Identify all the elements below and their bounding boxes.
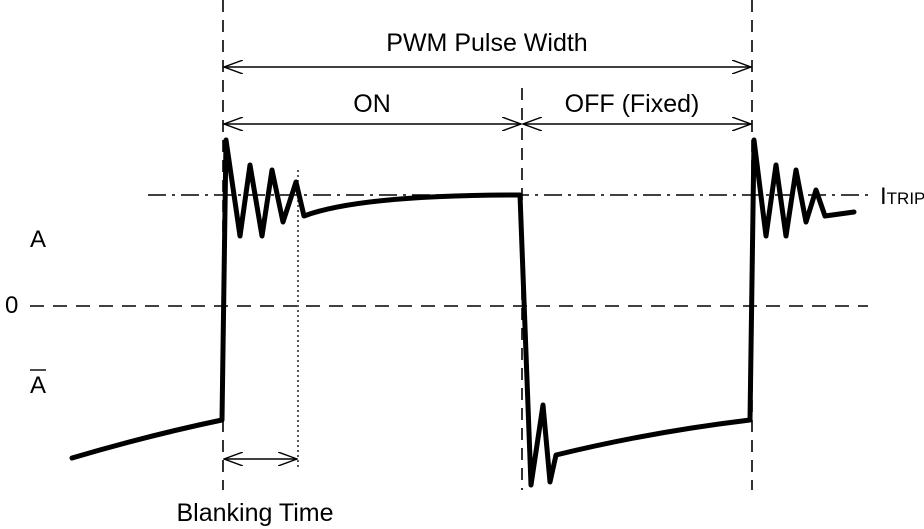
current-waveform — [69, 137, 857, 488]
a-bar-label: A — [30, 372, 46, 399]
itrip-label: ITRIP — [880, 183, 924, 210]
itrip-subscript-text: TRIP — [887, 189, 924, 208]
itrip-main-text: I — [880, 183, 887, 210]
blanking-time-label: Blanking Time — [176, 499, 333, 527]
pwm-pulse-width-label: PWM Pulse Width — [386, 29, 587, 57]
a-label: A — [30, 226, 46, 253]
on-label: ON — [353, 90, 391, 118]
zero-label: 0 — [5, 292, 18, 319]
off-fixed-label: OFF (Fixed) — [565, 90, 700, 118]
